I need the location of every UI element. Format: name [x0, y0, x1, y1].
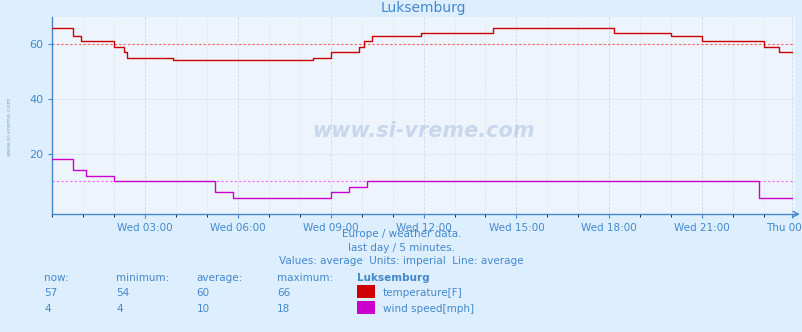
Text: www.si-vreme.com: www.si-vreme.com	[7, 96, 12, 156]
Text: maximum:: maximum:	[277, 273, 333, 283]
Text: 18: 18	[277, 304, 290, 314]
Text: Values: average  Units: imperial  Line: average: Values: average Units: imperial Line: av…	[279, 256, 523, 266]
Text: 4: 4	[116, 304, 123, 314]
Title: Luksemburg: Luksemburg	[380, 1, 466, 15]
Text: 4: 4	[44, 304, 51, 314]
Text: 60: 60	[196, 288, 209, 298]
Text: Europe / weather data.: Europe / weather data.	[342, 229, 460, 239]
Text: now:: now:	[44, 273, 69, 283]
Text: average:: average:	[196, 273, 243, 283]
Text: 10: 10	[196, 304, 209, 314]
Text: last day / 5 minutes.: last day / 5 minutes.	[347, 243, 455, 253]
Text: minimum:: minimum:	[116, 273, 169, 283]
Text: Luksemburg: Luksemburg	[357, 273, 429, 283]
Text: 54: 54	[116, 288, 130, 298]
Text: www.si-vreme.com: www.si-vreme.com	[312, 121, 534, 141]
Text: 57: 57	[44, 288, 58, 298]
Text: wind speed[mph]: wind speed[mph]	[383, 304, 473, 314]
Text: temperature[F]: temperature[F]	[383, 288, 462, 298]
Text: 66: 66	[277, 288, 290, 298]
